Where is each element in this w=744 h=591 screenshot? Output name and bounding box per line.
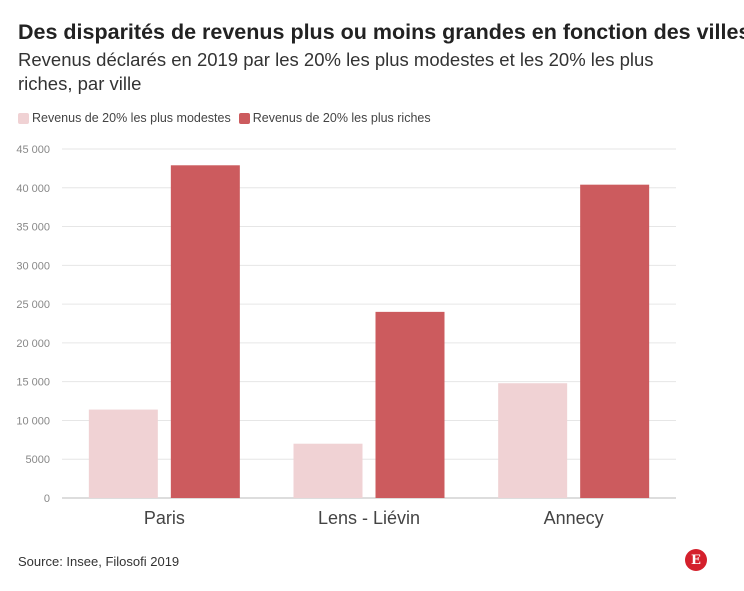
bar[interactable] — [498, 383, 568, 498]
bar[interactable] — [580, 184, 650, 499]
y-tick-label: 20 000 — [16, 338, 50, 350]
legend-item-riches[interactable]: Revenus de 20% les plus riches — [238, 111, 431, 125]
chart-legend: Revenus de 20% les plus modestes Revenus… — [18, 111, 439, 125]
bar[interactable] — [375, 311, 445, 498]
x-category-label: Lens - Liévin — [318, 508, 420, 528]
x-category-label: Paris — [144, 508, 185, 528]
bar[interactable] — [88, 409, 158, 498]
y-tick-label: 10 000 — [16, 415, 50, 427]
bar[interactable] — [170, 165, 240, 498]
publisher-logo: E — [685, 549, 707, 571]
x-category-label: Annecy — [544, 508, 604, 528]
legend-swatch-modestes — [18, 112, 29, 124]
legend-label-riches: Revenus de 20% les plus riches — [252, 111, 431, 125]
y-tick-label: 25 000 — [16, 299, 50, 311]
legend-label-modestes: Revenus de 20% les plus modestes — [32, 111, 231, 125]
legend-swatch-riches — [238, 112, 250, 124]
chart-subtitle: Revenus déclarés en 2019 par les 20% les… — [18, 49, 654, 94]
legend-item-modestes[interactable]: Revenus de 20% les plus modestes — [18, 111, 231, 125]
bar[interactable] — [293, 443, 363, 498]
y-tick-label: 5000 — [26, 454, 50, 466]
y-tick-label: 35 000 — [16, 222, 50, 234]
y-tick-label: 40 000 — [16, 183, 50, 195]
y-tick-label: 30 000 — [16, 260, 50, 272]
y-tick-label: 0 — [44, 493, 50, 505]
y-tick-label: 45 000 — [16, 144, 50, 156]
source-note: Source: Insee, Filosofi 2019 — [18, 554, 180, 569]
chart-title: Des disparités de revenus plus ou moins … — [18, 20, 744, 44]
y-tick-label: 15 000 — [16, 377, 50, 389]
